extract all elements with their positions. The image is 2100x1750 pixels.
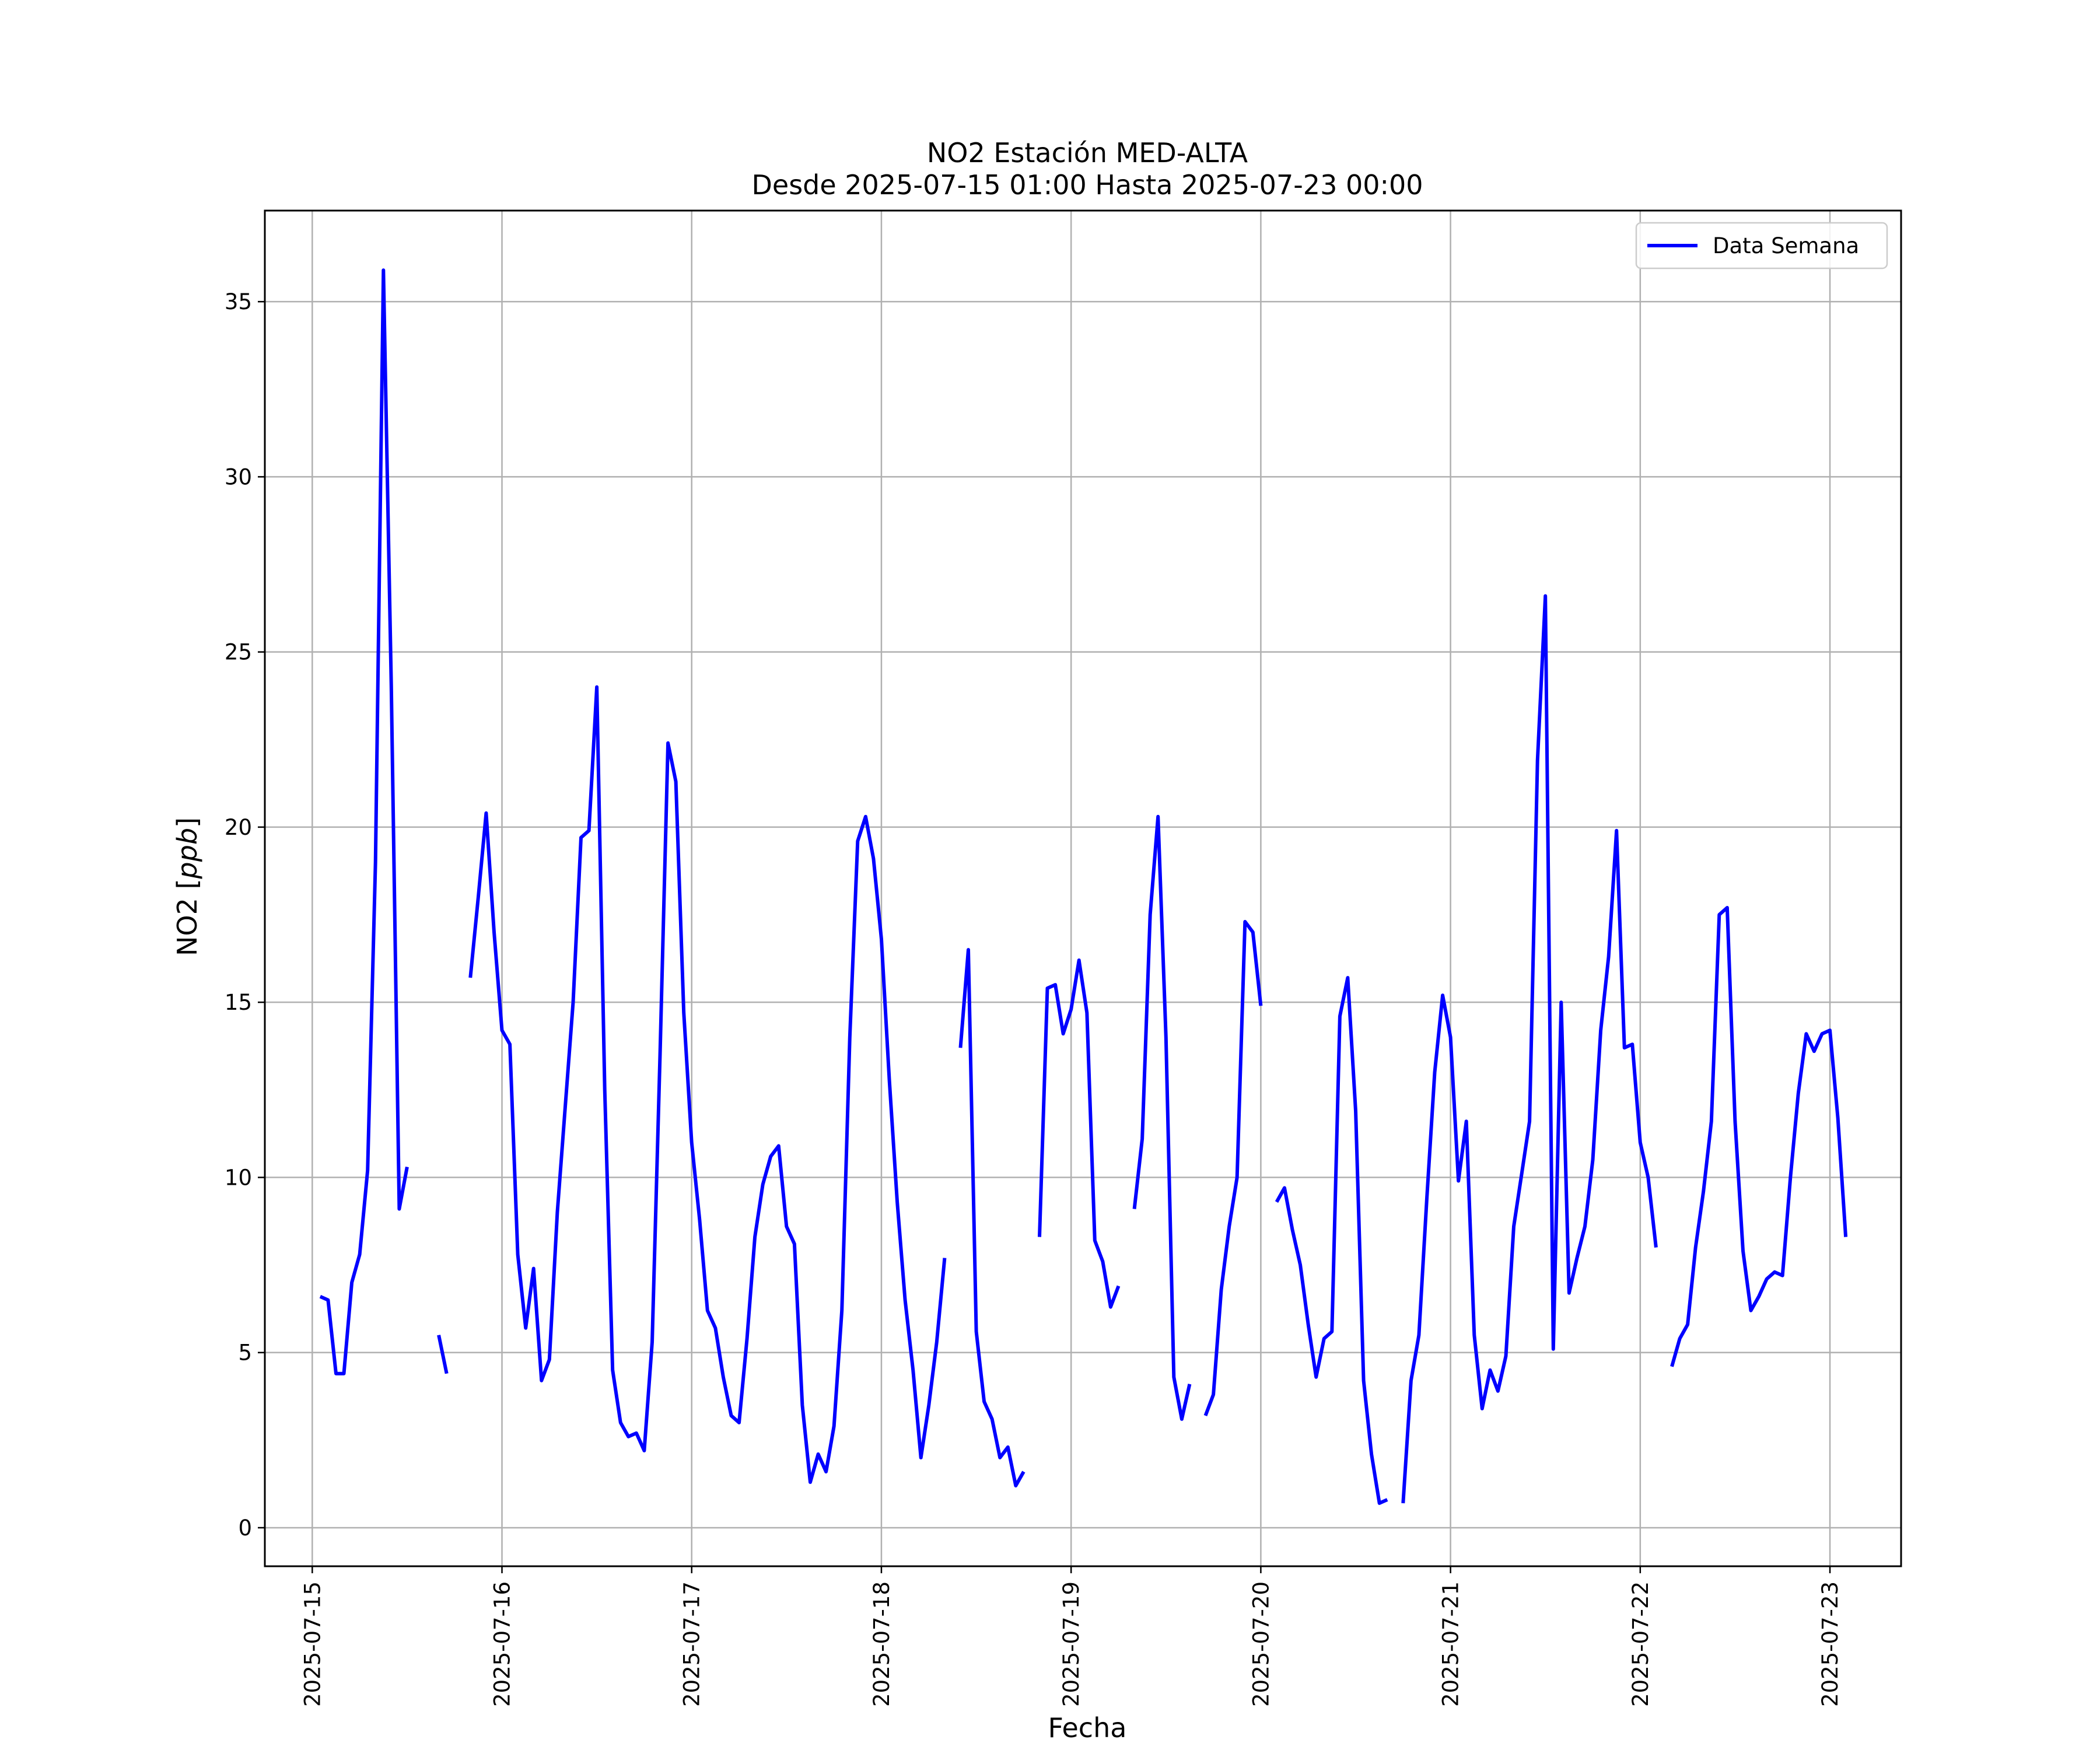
legend-box	[1635, 222, 1888, 270]
chart-subtitle: Desde 2025-07-15 01:00 Hasta 2025-07-23 …	[751, 169, 1423, 201]
y-axis-label-unit: ppb	[172, 828, 203, 880]
series-line-segment	[319, 268, 409, 1376]
x-tick-label: 2025-07-17	[680, 1581, 705, 1707]
legend: Data Semana	[1635, 222, 1888, 270]
series-line-segment	[958, 948, 1026, 1488]
x-tick-label: 2025-07-23	[1818, 1581, 1843, 1707]
series-line-segment	[1203, 920, 1263, 1416]
y-tick-label: 35	[225, 289, 252, 314]
plot-frame	[264, 209, 1902, 1567]
axis-ticks: 2025-07-15 2025-07-16 2025-07-17 2025-07-18…	[225, 289, 1843, 1707]
series-line-segment	[1401, 594, 1658, 1504]
grid	[265, 211, 1901, 1566]
x-tick-label: 2025-07-18	[869, 1581, 894, 1707]
y-axis-label-prefix: NO2 [	[172, 879, 203, 956]
series-line-segment	[1670, 906, 1848, 1367]
series-line-segment	[1132, 814, 1192, 1421]
chart-title: NO2 Estación MED-ALTA	[927, 137, 1248, 169]
y-tick-label: 0	[238, 1516, 252, 1541]
legend-label: Data Semana	[1713, 233, 1859, 258]
y-tick-label: 20	[225, 815, 252, 840]
x-tick-label: 2025-07-21	[1438, 1581, 1464, 1707]
x-tick-label: 2025-07-15	[300, 1581, 325, 1707]
series-layer	[319, 268, 1848, 1505]
x-tick-label: 2025-07-20	[1248, 1581, 1273, 1707]
y-tick-label: 10	[225, 1165, 252, 1190]
x-tick-label: 2025-07-19	[1059, 1581, 1084, 1707]
x-axis-label: Fecha	[1048, 1712, 1127, 1744]
x-tick-label: 2025-07-22	[1628, 1581, 1653, 1707]
y-tick-label: 5	[238, 1340, 252, 1366]
y-axis-label-suffix: ]	[172, 817, 203, 828]
y-tick-label: 25	[225, 640, 252, 665]
y-tick-label: 30	[225, 464, 252, 489]
y-tick-label: 15	[225, 990, 252, 1015]
series-line-segment	[1038, 958, 1121, 1309]
series-line-segment	[468, 685, 947, 1484]
series-line-segment	[437, 1335, 449, 1374]
series-line-segment	[1275, 976, 1388, 1505]
y-axis-label: NO2 [ppb]	[172, 817, 203, 956]
x-tick-label: 2025-07-16	[490, 1581, 515, 1707]
